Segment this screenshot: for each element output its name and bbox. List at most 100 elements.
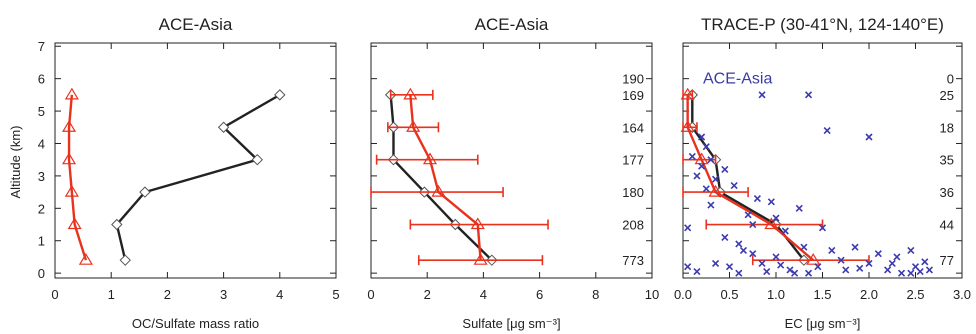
panel-ec-blue-x-point	[865, 133, 873, 141]
panel-ec-blue-x-point	[851, 243, 859, 251]
panel-sulfate-red-line	[409, 94, 482, 261]
panel-ratio-black-diamond-point	[111, 218, 123, 231]
panel-ec-red-triangle-point	[806, 253, 821, 265]
x-point-stroke	[791, 269, 799, 277]
panel-ec-blue-x-point	[837, 256, 845, 264]
panel-ec-blue-x-point	[693, 172, 701, 180]
y-tick-label: 6	[38, 72, 45, 87]
panel-sulfate-black-line	[389, 94, 493, 262]
y-tick-label: 4	[38, 136, 45, 151]
panel-ec-blue-x-point	[856, 264, 864, 272]
x-point-stroke	[763, 267, 771, 276]
panel-ratio-frame	[54, 42, 337, 279]
panel-ec-sample-count: 18	[940, 120, 954, 135]
x-point-stroke	[758, 259, 766, 267]
panel-ec-blue-x-point	[823, 126, 831, 135]
panel-ec-blue-x-point	[707, 201, 715, 209]
panel-ec-blue-x-point	[730, 182, 738, 190]
x-point-stroke	[693, 172, 701, 180]
x-point-stroke	[777, 261, 785, 269]
panel-ratio-x-axis-label: OC/Sulfate mass ratio	[132, 316, 259, 331]
x-point-stroke	[884, 266, 892, 274]
x-point-stroke	[749, 220, 757, 229]
x-point-stroke	[911, 263, 920, 271]
panel-ec-blue-x-point	[702, 143, 710, 151]
panel-ec-blue-x-point	[916, 267, 924, 276]
panel-sulfate-red-triangle-point	[406, 120, 421, 132]
x-point-stroke	[735, 269, 743, 277]
panel-ec-blue-x-point	[749, 220, 757, 229]
panel-ratio-x-tick-label: 4	[276, 287, 283, 302]
panel-ec-blue-x-point	[772, 253, 780, 261]
panel-ec-blue-x-point	[758, 259, 766, 267]
panel-sulfate-sample-count: 208	[622, 218, 644, 233]
panel-ec-blue-x-point	[804, 269, 813, 277]
x-point-stroke	[795, 204, 803, 212]
panel-ec-blue-x-point	[786, 266, 794, 274]
panel-ec-blue-x-point	[795, 204, 803, 212]
x-point-stroke	[688, 152, 696, 161]
panel-sulfate-sample-count: 164	[622, 120, 644, 135]
panel-ec-x-tick-label: 3.0	[953, 287, 971, 302]
panel-ec-blue-x-point	[777, 261, 785, 269]
panel-ec-x-tick-label: 1.5	[813, 287, 831, 302]
panel-ratio-black-diamond-point	[217, 121, 230, 133]
panel-ec-blue-x-point	[804, 91, 813, 99]
panel-ec-x-tick-label: 0.0	[674, 287, 692, 302]
panel-ec-sample-count: 25	[940, 88, 954, 103]
x-point-stroke	[721, 233, 729, 242]
panel-ratio-black-diamond-point	[251, 153, 264, 166]
panel-ec-sample-count: 0	[947, 72, 954, 87]
panel-ratio-black-diamond-point	[119, 254, 131, 266]
panel-ec-blue-x-point	[818, 224, 827, 232]
panel-ec-sample-count: 36	[940, 185, 954, 200]
y-tick-label: 2	[38, 201, 45, 216]
x-point-stroke	[888, 259, 896, 267]
panel-ec-red-triangle-point	[680, 120, 695, 132]
panel-frames	[54, 42, 963, 279]
x-point-stroke	[772, 253, 780, 261]
x-point-stroke	[739, 246, 748, 255]
x-point-stroke	[851, 243, 859, 251]
panel-ec-blue-x-point	[688, 152, 696, 161]
panel-ec-red-triangle-point	[680, 87, 695, 100]
panel-ratio-red-triangle-point	[67, 217, 82, 230]
y-tick-label: 3	[38, 169, 45, 184]
panel-ec-sample-count: 35	[940, 153, 954, 168]
x-point-stroke	[874, 250, 882, 258]
x-point-stroke	[721, 165, 729, 173]
chart-marks	[61, 87, 934, 277]
x-point-stroke	[711, 175, 720, 183]
panel-ec-title: TRACE-P (30-41°N, 124-140°E)	[701, 15, 944, 34]
y-tick-label: 1	[38, 234, 45, 249]
x-point-stroke	[698, 162, 706, 170]
panel-ec-blue-x-point	[921, 258, 929, 266]
x-point-stroke	[907, 246, 915, 255]
panel-ec-blue-x-point	[735, 240, 743, 248]
panel-sulfate-sample-count: 773	[622, 253, 644, 268]
panel-sulfate-title: ACE-Asia	[475, 15, 549, 34]
panel-ec-blue-x-point	[791, 269, 799, 277]
panel-ec-blue-x-point	[735, 269, 743, 277]
x-point-stroke	[828, 246, 836, 255]
panel-ec-x-tick-label: 0.5	[720, 287, 738, 302]
panel-ratio-red-triangle-point	[61, 120, 77, 132]
x-point-stroke	[693, 267, 701, 276]
panel-ec-blue-x-point	[874, 250, 882, 258]
panel-ratio-red-triangle-point	[64, 184, 79, 197]
panel-ratio-red-triangle-point	[61, 152, 77, 165]
panel-ec-blue-x-point	[897, 269, 906, 277]
x-point-stroke	[711, 259, 720, 267]
x-point-stroke	[865, 133, 873, 141]
x-point-stroke	[735, 240, 743, 248]
panel-sulfate-red-triangle-point	[431, 184, 446, 197]
x-point-stroke	[804, 91, 813, 99]
panel-ec-blue-x-point	[684, 224, 692, 232]
panel-ec-blue-x-point	[698, 133, 706, 141]
panel-ec-red-line	[686, 94, 814, 262]
panel-ec-blue-x-point	[888, 259, 896, 267]
x-point-stroke	[707, 201, 715, 209]
x-point-stroke	[744, 211, 752, 219]
panel-ec-blue-x-point	[763, 267, 771, 276]
panel-ec-blue-x-point	[781, 227, 789, 235]
